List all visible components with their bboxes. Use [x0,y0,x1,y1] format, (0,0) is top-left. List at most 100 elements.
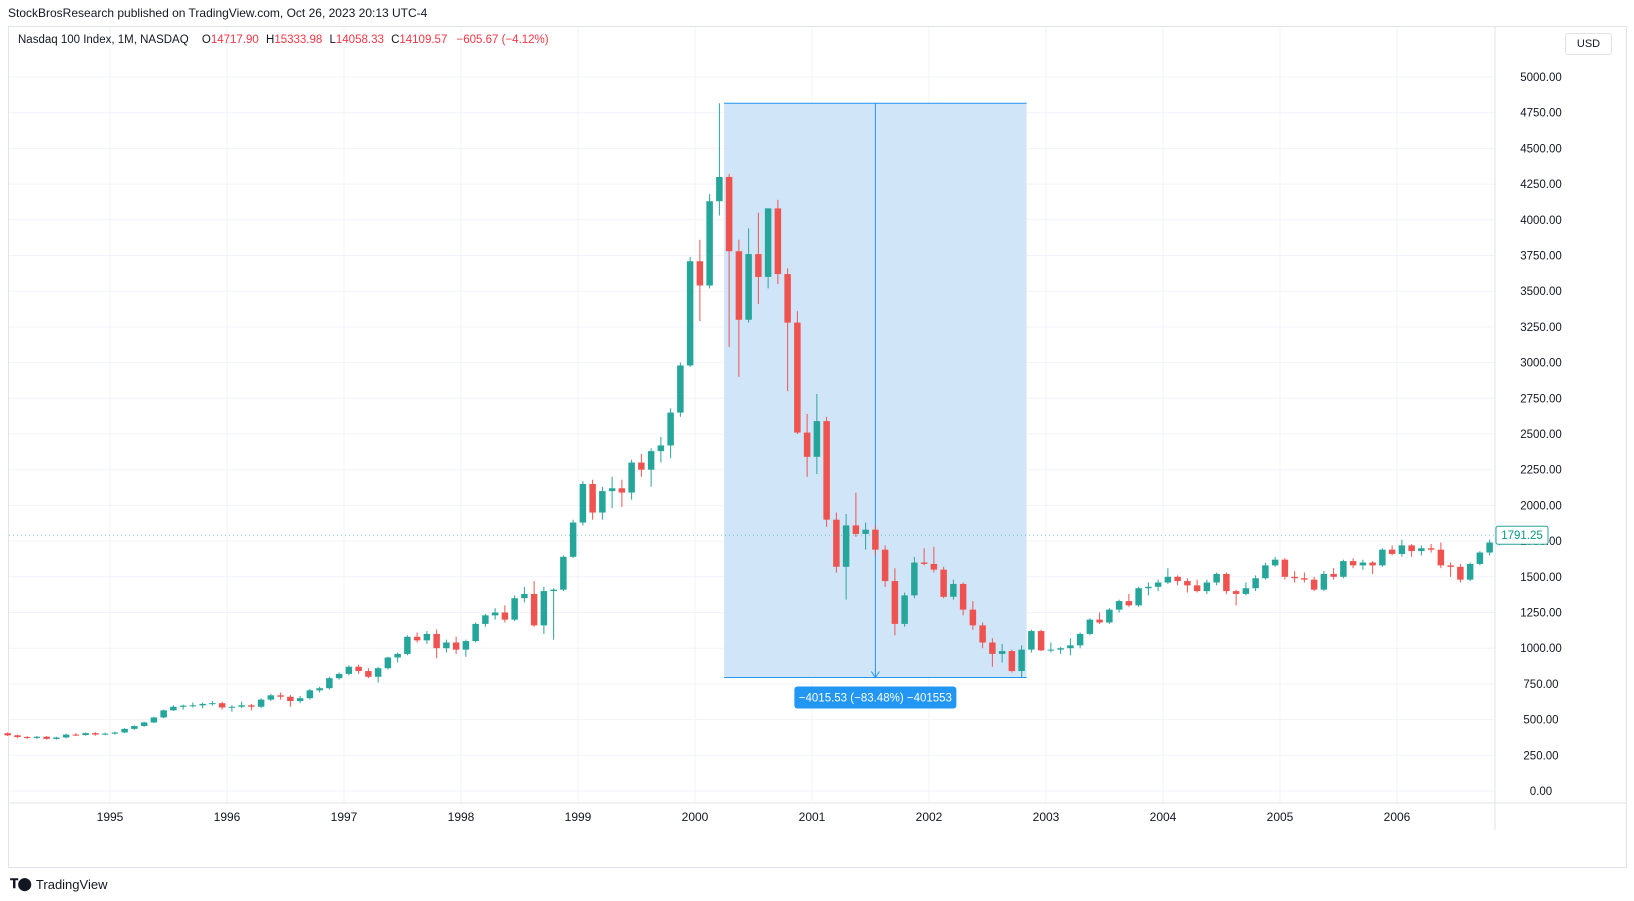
chart-pane[interactable] [8,26,1627,868]
currency-button[interactable]: USD [1565,33,1612,55]
candle[interactable] [462,639,470,657]
candle[interactable] [248,703,255,711]
candle[interactable] [296,696,304,704]
candle[interactable] [589,479,596,520]
candle[interactable] [199,702,206,709]
candle[interactable] [257,698,265,709]
candle[interactable] [1086,618,1094,636]
candle[interactable] [1330,568,1337,580]
candle[interactable] [433,629,440,659]
candle[interactable] [1466,562,1474,582]
candle[interactable] [1388,545,1396,556]
candle[interactable] [716,103,723,216]
candle[interactable] [842,513,850,600]
candle[interactable] [1252,575,1259,592]
candle[interactable] [1418,545,1425,556]
candle[interactable] [267,693,275,702]
candle[interactable] [969,601,977,630]
candle[interactable] [209,701,216,706]
candle[interactable] [774,199,782,285]
candle[interactable] [150,716,158,724]
candle[interactable] [872,525,879,556]
candle[interactable] [1349,558,1357,569]
candle[interactable] [101,732,109,736]
candle[interactable] [1281,558,1289,580]
candle[interactable] [365,668,372,679]
candle[interactable] [959,582,967,616]
candle[interactable] [1047,642,1055,653]
candle[interactable] [911,556,918,599]
candle[interactable] [755,212,762,305]
candle[interactable] [686,256,694,367]
candle[interactable] [1037,629,1045,652]
candle[interactable] [238,701,245,709]
candle[interactable] [189,702,197,708]
candle[interactable] [881,545,889,587]
candle[interactable] [1447,562,1454,577]
candle[interactable] [1340,559,1347,579]
candle[interactable] [443,639,450,653]
candle[interactable] [1262,562,1269,580]
candle[interactable] [920,548,928,566]
candle[interactable] [784,268,791,392]
candle[interactable] [735,239,743,377]
candle[interactable] [452,636,460,654]
candle[interactable] [1408,543,1415,557]
candle[interactable] [394,652,401,663]
candle[interactable] [1106,608,1113,624]
candle[interactable] [335,672,343,680]
candle[interactable] [277,692,284,700]
candle[interactable] [287,695,294,707]
candle[interactable] [121,728,128,734]
candle[interactable] [530,581,538,627]
candle[interactable] [1320,571,1328,592]
candle[interactable] [33,736,41,740]
candle[interactable] [1301,572,1308,583]
candle[interactable] [1028,629,1035,653]
tradingview-brand[interactable]: 𝐓⬤ TradingView [10,876,107,892]
candle[interactable] [657,436,665,463]
candle[interactable] [1427,543,1435,553]
candle[interactable] [491,608,499,620]
candle[interactable] [1018,645,1025,678]
candle[interactable] [1359,559,1367,570]
candle[interactable] [560,555,567,592]
candle[interactable] [667,408,674,459]
candle[interactable] [482,613,489,627]
candle[interactable] [1096,612,1103,624]
candle[interactable] [345,665,353,676]
candle[interactable] [1203,579,1211,594]
candle[interactable] [1184,578,1191,593]
candle[interactable] [92,732,99,736]
candle[interactable] [1437,542,1445,569]
candle[interactable] [140,721,148,727]
candle[interactable] [1076,632,1084,649]
candle[interactable] [696,239,704,322]
candle[interactable] [1125,593,1133,607]
candle[interactable] [998,643,1006,663]
candle[interactable] [823,416,830,527]
candle[interactable] [579,481,587,526]
candle[interactable] [608,476,616,509]
candle[interactable] [111,731,119,735]
candle[interactable] [306,688,314,700]
candle[interactable] [1379,548,1386,567]
candle[interactable] [1154,579,1162,592]
candle[interactable] [23,736,31,739]
candle[interactable] [43,736,50,740]
candle[interactable] [647,448,655,487]
candle[interactable] [1310,576,1318,592]
candle[interactable] [82,732,89,736]
candle[interactable] [1223,572,1230,594]
candle[interactable] [569,519,577,559]
candle[interactable] [979,622,986,649]
candle[interactable] [930,546,938,573]
candle[interactable] [404,635,411,656]
candle[interactable] [862,522,869,550]
candle[interactable] [1174,575,1181,586]
candle[interactable] [501,605,509,623]
candle[interactable] [745,228,752,323]
candle[interactable] [160,709,167,719]
candle[interactable] [1271,556,1279,567]
